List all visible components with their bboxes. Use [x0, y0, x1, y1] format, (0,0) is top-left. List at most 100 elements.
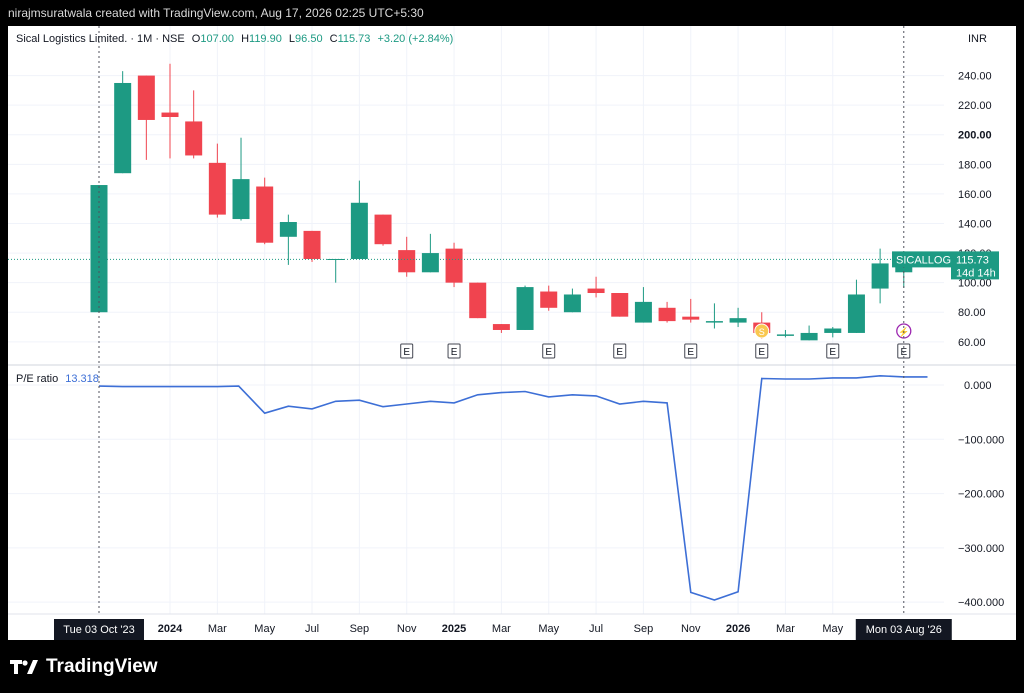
price-tick-label: 140.00 [958, 218, 992, 230]
currency-label: INR [968, 33, 987, 45]
earnings-marker-icon: E [829, 347, 836, 358]
candle-body [161, 112, 179, 117]
earnings-marker-icon: E [616, 347, 623, 358]
earnings-marker-box [400, 343, 414, 359]
split-marker-label: S [759, 327, 765, 337]
candle-body [682, 316, 700, 320]
candle-body [303, 230, 321, 259]
time-tick-label: 2025 [442, 623, 466, 635]
candle-body [185, 121, 203, 156]
candle-body [492, 324, 510, 330]
pe-legend: P/E ratio 13.318 [16, 373, 99, 385]
high-value: 119.90 [249, 33, 282, 45]
candle-body [137, 75, 155, 120]
candle-body [776, 334, 794, 336]
time-tick-label: Sep [350, 623, 370, 635]
price-tick-label: 180.00 [958, 159, 992, 171]
price-tick-label: 220.00 [958, 100, 992, 112]
candle-body [256, 186, 274, 243]
candle-body [563, 294, 581, 313]
change-value: +3.20 (+2.84%) [377, 33, 453, 45]
time-tick-label: Nov [681, 623, 701, 635]
tradingview-logo-icon [10, 660, 38, 674]
time-tick-label: May [538, 623, 559, 635]
time-tick-label: May [822, 623, 843, 635]
candle-body [445, 248, 463, 283]
time-tick-label: Jul [305, 623, 319, 635]
candle-body [705, 321, 723, 323]
candle-body [540, 291, 558, 308]
end-date-pill [855, 619, 952, 640]
open-value: 107.00 [200, 33, 234, 45]
low-label: L [289, 33, 295, 45]
candle-body [516, 287, 534, 330]
earnings-marker-box [755, 343, 769, 359]
earnings-marker-icon: E [687, 347, 694, 358]
chart-panel[interactable]: EEEEEEEES⚡ 60.0080.00100.00120.00140.001… [8, 26, 1016, 640]
candle-body [611, 293, 629, 317]
badge-symbol-bg [892, 251, 951, 268]
candle-body [398, 250, 416, 273]
time-tick-label: Sep [634, 623, 654, 635]
pe-tick-label: −200.000 [958, 489, 1004, 501]
last-price-badge: SICALLOG 115.73 14d 14h [892, 251, 999, 280]
chart-svg[interactable]: EEEEEEEES⚡ 60.0080.00100.00120.00140.001… [8, 26, 1016, 640]
candle-body [90, 185, 108, 313]
pe-label: P/E ratio [16, 373, 58, 385]
symbol-name: Sical Logistics Limited. · 1M · NSE [16, 33, 185, 45]
time-tick-label: Nov [397, 623, 417, 635]
start-date-pill [54, 619, 144, 640]
tradingview-logo: TradingView [10, 656, 158, 678]
candle-body [279, 222, 297, 237]
open-label: O [192, 33, 201, 45]
earnings-marker-box [826, 343, 840, 359]
candle-body [469, 282, 487, 319]
candle-body [729, 318, 747, 323]
time-tick-label: May [254, 623, 275, 635]
earnings-marker-icon: E [451, 347, 458, 358]
badge-price: 115.73 [956, 254, 989, 266]
candle-body [587, 288, 605, 294]
time-tick-label: 2024 [158, 623, 183, 635]
earnings-marker-icon: E [758, 347, 765, 358]
earnings-marker-box [613, 343, 627, 359]
symbol-legend: Sical Logistics Limited. · 1M · NSE O107… [16, 33, 453, 45]
candle-body [800, 332, 818, 341]
high-label: H [241, 33, 249, 45]
earnings-marker-box [447, 343, 461, 359]
candle-body [871, 263, 889, 289]
candle-body [232, 179, 250, 220]
pe-tick-label: −100.000 [958, 434, 1004, 446]
earnings-marker-icon: E [403, 347, 410, 358]
close-value: 115.73 [338, 33, 371, 45]
split-marker-icon [754, 323, 770, 339]
earnings-marker-box [542, 343, 556, 359]
candle-body [374, 214, 392, 245]
candle-body [421, 253, 439, 273]
earnings-marker-box [684, 343, 698, 359]
price-tick-label: 160.00 [958, 189, 992, 201]
price-tick-label: 240.00 [958, 71, 992, 83]
time-tick-label: Mar [208, 623, 227, 635]
start-date-label: Tue 03 Oct '23 [63, 624, 134, 636]
pe-tick-label: 0.000 [964, 380, 992, 392]
chart-attribution: nirajmsuratwala created with TradingView… [8, 6, 424, 20]
pe-value: 13.318 [65, 373, 99, 385]
badge-countdown: 14d 14h [956, 267, 996, 279]
time-tick-label: Mar [492, 623, 511, 635]
price-tick-label: 80.00 [958, 307, 986, 319]
time-tick-label: Mar [776, 623, 795, 635]
price-tick-label: 60.00 [958, 337, 986, 349]
candle-body [350, 202, 368, 259]
badge-symbol: SICALLOG [896, 254, 951, 266]
pe-ratio-line [98, 374, 928, 601]
badge-price-bg [951, 251, 999, 280]
candle-body [658, 307, 676, 322]
price-tick-label: 100.00 [958, 278, 992, 290]
candle-body [114, 82, 132, 174]
candle-body [634, 301, 652, 323]
pe-tick-label: −300.000 [958, 543, 1004, 555]
candle-body [824, 328, 842, 333]
candle-body [208, 162, 226, 215]
pe-tick-label: −400.000 [958, 597, 1004, 609]
